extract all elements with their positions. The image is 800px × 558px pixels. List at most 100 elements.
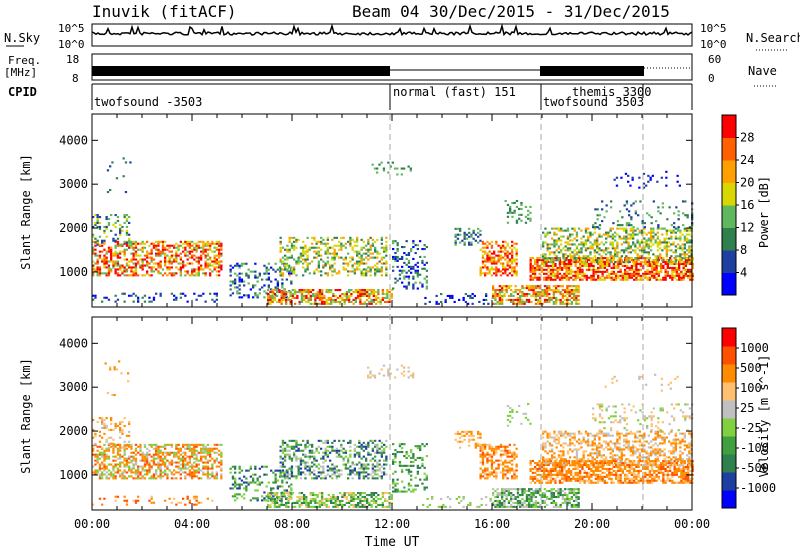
scatter-cell — [587, 238, 589, 240]
scatter-cell — [130, 295, 132, 297]
scatter-cell — [300, 473, 302, 475]
scatter-cell — [178, 450, 180, 452]
cpid-segment-4: twofsound 3503 — [543, 95, 644, 109]
scatter-cell — [381, 274, 383, 276]
scatter-cell — [614, 179, 616, 181]
scatter-cell — [307, 462, 309, 464]
scatter-cell — [665, 273, 667, 275]
scatter-cell — [193, 458, 195, 460]
scatter-cell — [318, 265, 320, 267]
scatter-cell — [583, 243, 585, 245]
scatter-cell — [573, 291, 575, 293]
scatter-cell — [220, 452, 222, 454]
scatter-cell — [615, 273, 617, 275]
scatter-cell — [209, 293, 211, 295]
scatter-cell — [560, 230, 562, 232]
scatter-cell — [544, 285, 546, 287]
scatter-cell — [307, 257, 309, 259]
scatter-cell — [347, 473, 349, 475]
scatter-cell — [335, 500, 337, 502]
scatter-cell — [553, 251, 555, 253]
scatter-cell — [239, 267, 241, 269]
scatter-cell — [338, 469, 340, 471]
scatter-cell — [300, 477, 302, 479]
scatter-cell — [119, 232, 121, 234]
scatter-cell — [193, 450, 195, 452]
scatter-cell — [180, 272, 182, 274]
scatter-cell — [375, 500, 377, 502]
scatter-cell — [286, 259, 288, 261]
scatter-cell — [214, 293, 216, 295]
scatter-cell — [491, 253, 493, 255]
scatter-cell — [619, 210, 621, 212]
scatter-cell — [207, 462, 209, 464]
scatter-cell — [604, 261, 606, 263]
scatter-cell — [239, 472, 241, 474]
scatter-cell — [615, 265, 617, 267]
scatter-cell — [607, 234, 609, 236]
scatter-cell — [662, 202, 664, 204]
scatter-cell — [106, 466, 108, 468]
scatter-cell — [272, 289, 274, 291]
scatter-cell — [480, 266, 482, 268]
scatter-cell — [629, 267, 631, 269]
scatter-cell — [142, 469, 144, 471]
scatter-cell — [155, 464, 157, 466]
scatter-cell — [160, 471, 162, 473]
scatter-cell — [598, 243, 600, 245]
scatter-cell — [232, 484, 234, 486]
scatter-cell — [614, 239, 616, 241]
scatter-cell — [688, 241, 690, 243]
scatter-cell — [472, 303, 474, 305]
scatter-cell — [332, 498, 334, 500]
scatter-cell — [536, 265, 538, 267]
scatter-cell — [406, 240, 408, 242]
scatter-cell — [367, 241, 369, 243]
scatter-cell — [632, 230, 634, 232]
scatter-cell — [196, 471, 198, 473]
scatter-cell — [585, 228, 587, 230]
scatter-cell — [291, 237, 293, 239]
scatter-cell — [561, 277, 563, 279]
scatter-cell — [330, 502, 332, 504]
scatter-cell — [530, 263, 532, 265]
scatter-cell — [647, 175, 649, 177]
scatter-cell — [635, 273, 637, 275]
scatter-cell — [276, 289, 278, 291]
scatter-cell — [290, 487, 292, 489]
scatter-cell — [650, 179, 652, 181]
scatter-cell — [184, 466, 186, 468]
scatter-cell — [94, 456, 96, 458]
scatter-cell — [155, 450, 157, 452]
scatter-cell — [166, 261, 168, 263]
scatter-cell — [664, 245, 666, 247]
scatter-cell — [348, 289, 350, 291]
scatter-cell — [547, 259, 549, 261]
scatter-cell — [327, 249, 329, 251]
scatter-cell — [627, 175, 629, 177]
scatter-cell — [189, 469, 191, 471]
scatter-cell — [419, 274, 421, 276]
scatter-cell — [164, 261, 166, 263]
scatter-cell — [169, 266, 171, 268]
scatter-cell — [169, 272, 171, 274]
scatter-cell — [272, 482, 274, 484]
scatter-cell — [304, 456, 306, 458]
scatter-cell — [682, 212, 684, 214]
scatter-cell — [300, 468, 302, 470]
scatter-cell — [216, 241, 218, 243]
scatter-cell — [567, 241, 569, 243]
scatter-cell — [511, 257, 513, 259]
scatter-cell — [298, 468, 300, 470]
scatter-cell — [115, 301, 117, 303]
scatter-cell — [658, 279, 660, 281]
scatter-cell — [191, 473, 193, 475]
scatter-cell — [327, 261, 329, 263]
scatter-cell — [554, 275, 556, 277]
scatter-cell — [536, 279, 538, 281]
scatter-cell — [596, 243, 598, 245]
scatter-cell — [500, 255, 502, 257]
scatter-cell — [193, 466, 195, 468]
scatter-cell — [436, 301, 438, 303]
scatter-cell — [135, 243, 137, 245]
